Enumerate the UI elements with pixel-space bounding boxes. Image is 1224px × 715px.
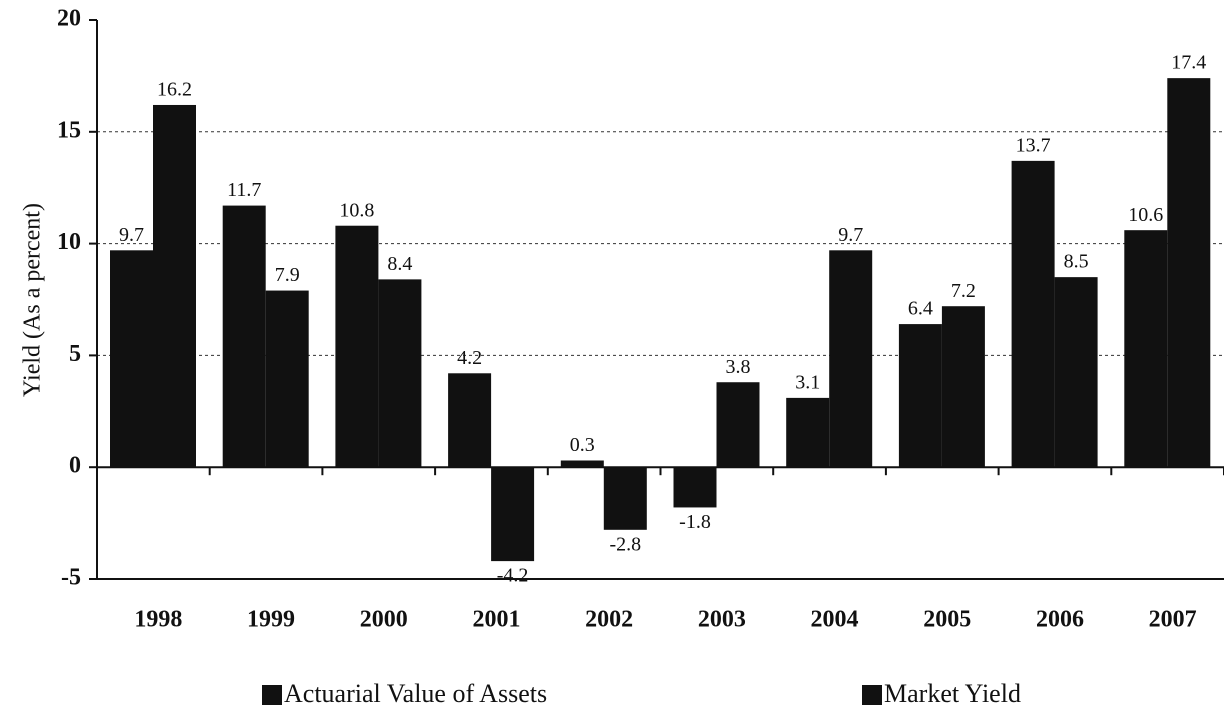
data-label: 10.8 [339, 199, 374, 221]
data-label: 4.2 [457, 347, 482, 369]
bar [716, 382, 760, 468]
data-label: 11.7 [227, 179, 261, 201]
bar [1054, 277, 1098, 468]
data-label: 0.3 [570, 434, 595, 456]
data-label: 8.4 [387, 253, 412, 275]
legend-label: Market Yield [884, 679, 1021, 708]
x-tick-label: 2006 [1036, 607, 1084, 633]
x-tick-label: 1999 [247, 607, 295, 633]
data-label: 9.7 [119, 224, 144, 246]
bar [335, 225, 379, 468]
bar [560, 460, 604, 468]
bar [786, 397, 830, 468]
bar [222, 205, 266, 468]
data-label: 13.7 [1016, 134, 1051, 156]
x-tick-label: 2000 [360, 607, 408, 633]
y-tick-label: 20 [57, 6, 81, 32]
data-label: 3.8 [726, 356, 751, 378]
bar [941, 306, 985, 468]
bar [110, 250, 153, 468]
bar [1124, 230, 1168, 468]
legend-label: Actuarial Value of Assets [284, 679, 547, 708]
bar [673, 467, 717, 508]
data-label: 3.1 [795, 371, 820, 393]
bar [1011, 160, 1055, 468]
bar [448, 373, 492, 468]
legend-swatch [862, 685, 882, 705]
x-tick-label: 2002 [585, 607, 633, 633]
bar [265, 290, 309, 468]
x-tick-label: 2007 [1149, 607, 1197, 633]
bar [603, 467, 647, 530]
y-tick-label: 0 [69, 453, 81, 479]
y-tick-label: 5 [69, 341, 81, 367]
legend-swatch [262, 685, 282, 705]
data-label: 17.4 [1171, 52, 1206, 74]
data-label: 16.2 [157, 79, 192, 101]
bar [829, 250, 873, 468]
data-label: 7.2 [951, 280, 976, 302]
data-label: -4.2 [497, 565, 529, 587]
data-label: 9.7 [838, 224, 863, 246]
data-label: -1.8 [679, 511, 711, 533]
data-label: 7.9 [275, 264, 300, 286]
data-label: 6.4 [908, 298, 933, 320]
y-tick-label: 15 [57, 117, 81, 143]
data-label: -2.8 [609, 533, 641, 555]
data-label: 10.6 [1128, 204, 1163, 226]
bar [378, 279, 422, 468]
bar [153, 104, 196, 468]
x-tick-label: 2005 [923, 607, 971, 633]
y-tick-label: 10 [57, 229, 81, 255]
x-tick-label: 2004 [811, 607, 859, 633]
bar [898, 324, 942, 468]
x-tick-label: 2001 [472, 607, 520, 633]
x-tick-label: 1998 [134, 607, 182, 633]
bar [491, 467, 535, 562]
data-label: 8.5 [1064, 251, 1089, 273]
y-tick-label: -5 [61, 565, 81, 591]
y-axis-label: Yield (As a percent) [20, 203, 46, 397]
bar [1167, 78, 1211, 468]
x-tick-label: 2003 [698, 607, 746, 633]
